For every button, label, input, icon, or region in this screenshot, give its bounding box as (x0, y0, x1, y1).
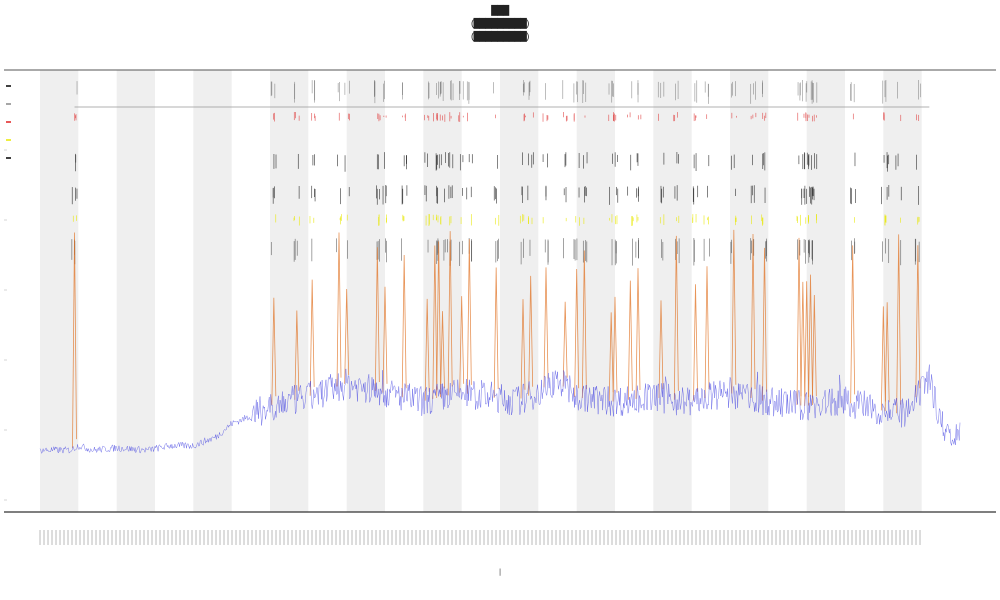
spike-line (612, 296, 618, 402)
spike-line (627, 280, 633, 400)
spike-line (336, 232, 342, 387)
x-axis-label: | (499, 568, 501, 576)
spike-line (436, 241, 442, 398)
spike-line (750, 233, 756, 398)
spike-line (731, 229, 737, 394)
spike-line (344, 288, 350, 384)
chart-title-block: ███ (█████████) (█████████) (0, 4, 1000, 43)
spike-line (401, 254, 407, 398)
spike-line (493, 267, 499, 398)
spike-line (374, 247, 380, 391)
spike-line (432, 245, 438, 399)
spike-line (466, 239, 472, 394)
spike-line (608, 312, 614, 402)
shaded-band (500, 70, 539, 512)
spike-line (796, 237, 802, 406)
shaded-band (806, 70, 845, 512)
spike-line (800, 281, 806, 406)
spike-line (635, 268, 641, 399)
chart-subtitle-1: (█████████) (471, 18, 529, 28)
spike-line (673, 235, 679, 400)
spike-line (896, 234, 902, 414)
spike-line (520, 299, 526, 399)
series-line (39, 364, 961, 454)
spike-line (309, 279, 315, 396)
spike-line (811, 295, 817, 406)
spike-line (72, 232, 77, 448)
spike-line (658, 300, 664, 398)
spike-line (528, 275, 534, 396)
spike-line (762, 247, 767, 401)
spike-line (459, 296, 465, 393)
spike-line (704, 266, 710, 398)
spike-line (850, 245, 856, 404)
shaded-bands (40, 70, 922, 512)
series-group (39, 229, 961, 454)
shaded-band (193, 70, 232, 512)
spike-line (804, 281, 810, 406)
spike-line (440, 311, 445, 398)
spike-line (447, 231, 453, 396)
spike-line (294, 310, 300, 400)
chart-title: ███ (491, 5, 509, 15)
spike-line (880, 306, 886, 411)
spike-line (271, 297, 277, 406)
spike-line (562, 301, 568, 387)
event-markers (71, 80, 930, 266)
shaded-band (576, 70, 615, 512)
shaded-band (423, 70, 462, 512)
spike-line (382, 286, 388, 393)
spike-line (884, 302, 890, 412)
shaded-band (346, 70, 385, 512)
spike-line (574, 268, 580, 398)
shaded-band (883, 70, 922, 512)
spike-line (808, 274, 813, 406)
shaded-band (730, 70, 769, 512)
spike-line (693, 284, 698, 401)
spike-line (424, 298, 430, 401)
x-tick-labels (39, 530, 921, 545)
spike-line (581, 250, 587, 398)
shaded-band (116, 70, 155, 512)
axes (4, 69, 996, 513)
shaded-band (40, 70, 79, 512)
shaded-band (653, 70, 692, 512)
spike-line (915, 245, 921, 398)
shaded-band (270, 70, 309, 512)
legend (6, 85, 11, 159)
spike-line (543, 267, 549, 388)
chart-subtitle-2: (█████████) (471, 31, 529, 41)
